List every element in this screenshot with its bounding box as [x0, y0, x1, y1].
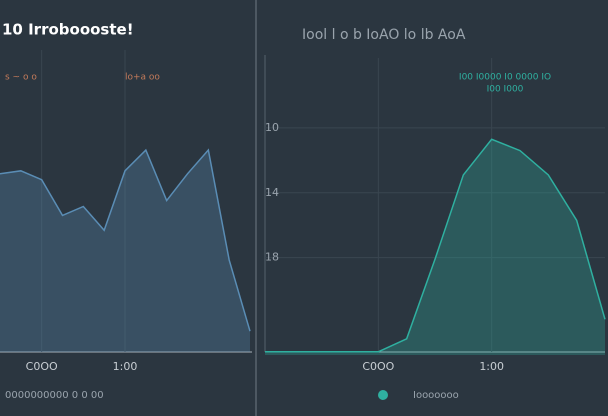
- left-title: 10 Irroboooste!: [2, 21, 134, 39]
- area: [0, 150, 250, 352]
- x-tick-label: 1:00: [479, 360, 504, 373]
- line: [265, 138, 606, 353]
- annotation: I00 I0000 I0 0000 IO: [459, 73, 551, 83]
- annotation: I00 I000: [487, 85, 524, 95]
- right-title: Iool l o b IoAO lo lb AoA: [302, 27, 466, 43]
- x-tick-label: C0OO: [362, 360, 394, 373]
- x-tick-label: C0OO: [26, 360, 58, 373]
- y-tick-label: 10: [265, 121, 279, 134]
- legend-label: Iooooooo: [413, 390, 459, 401]
- line: [0, 148, 251, 332]
- legend-label: 0000000000 0 0 00: [5, 390, 104, 401]
- series-label: lo+a oo: [125, 73, 160, 83]
- area: [265, 139, 605, 355]
- y-tick-label: 14: [265, 186, 279, 199]
- legend-swatch: [378, 390, 388, 400]
- series-label: s ~ o o: [5, 73, 37, 83]
- y-tick-label: 18: [265, 251, 279, 264]
- x-tick-label: 1:00: [113, 360, 138, 373]
